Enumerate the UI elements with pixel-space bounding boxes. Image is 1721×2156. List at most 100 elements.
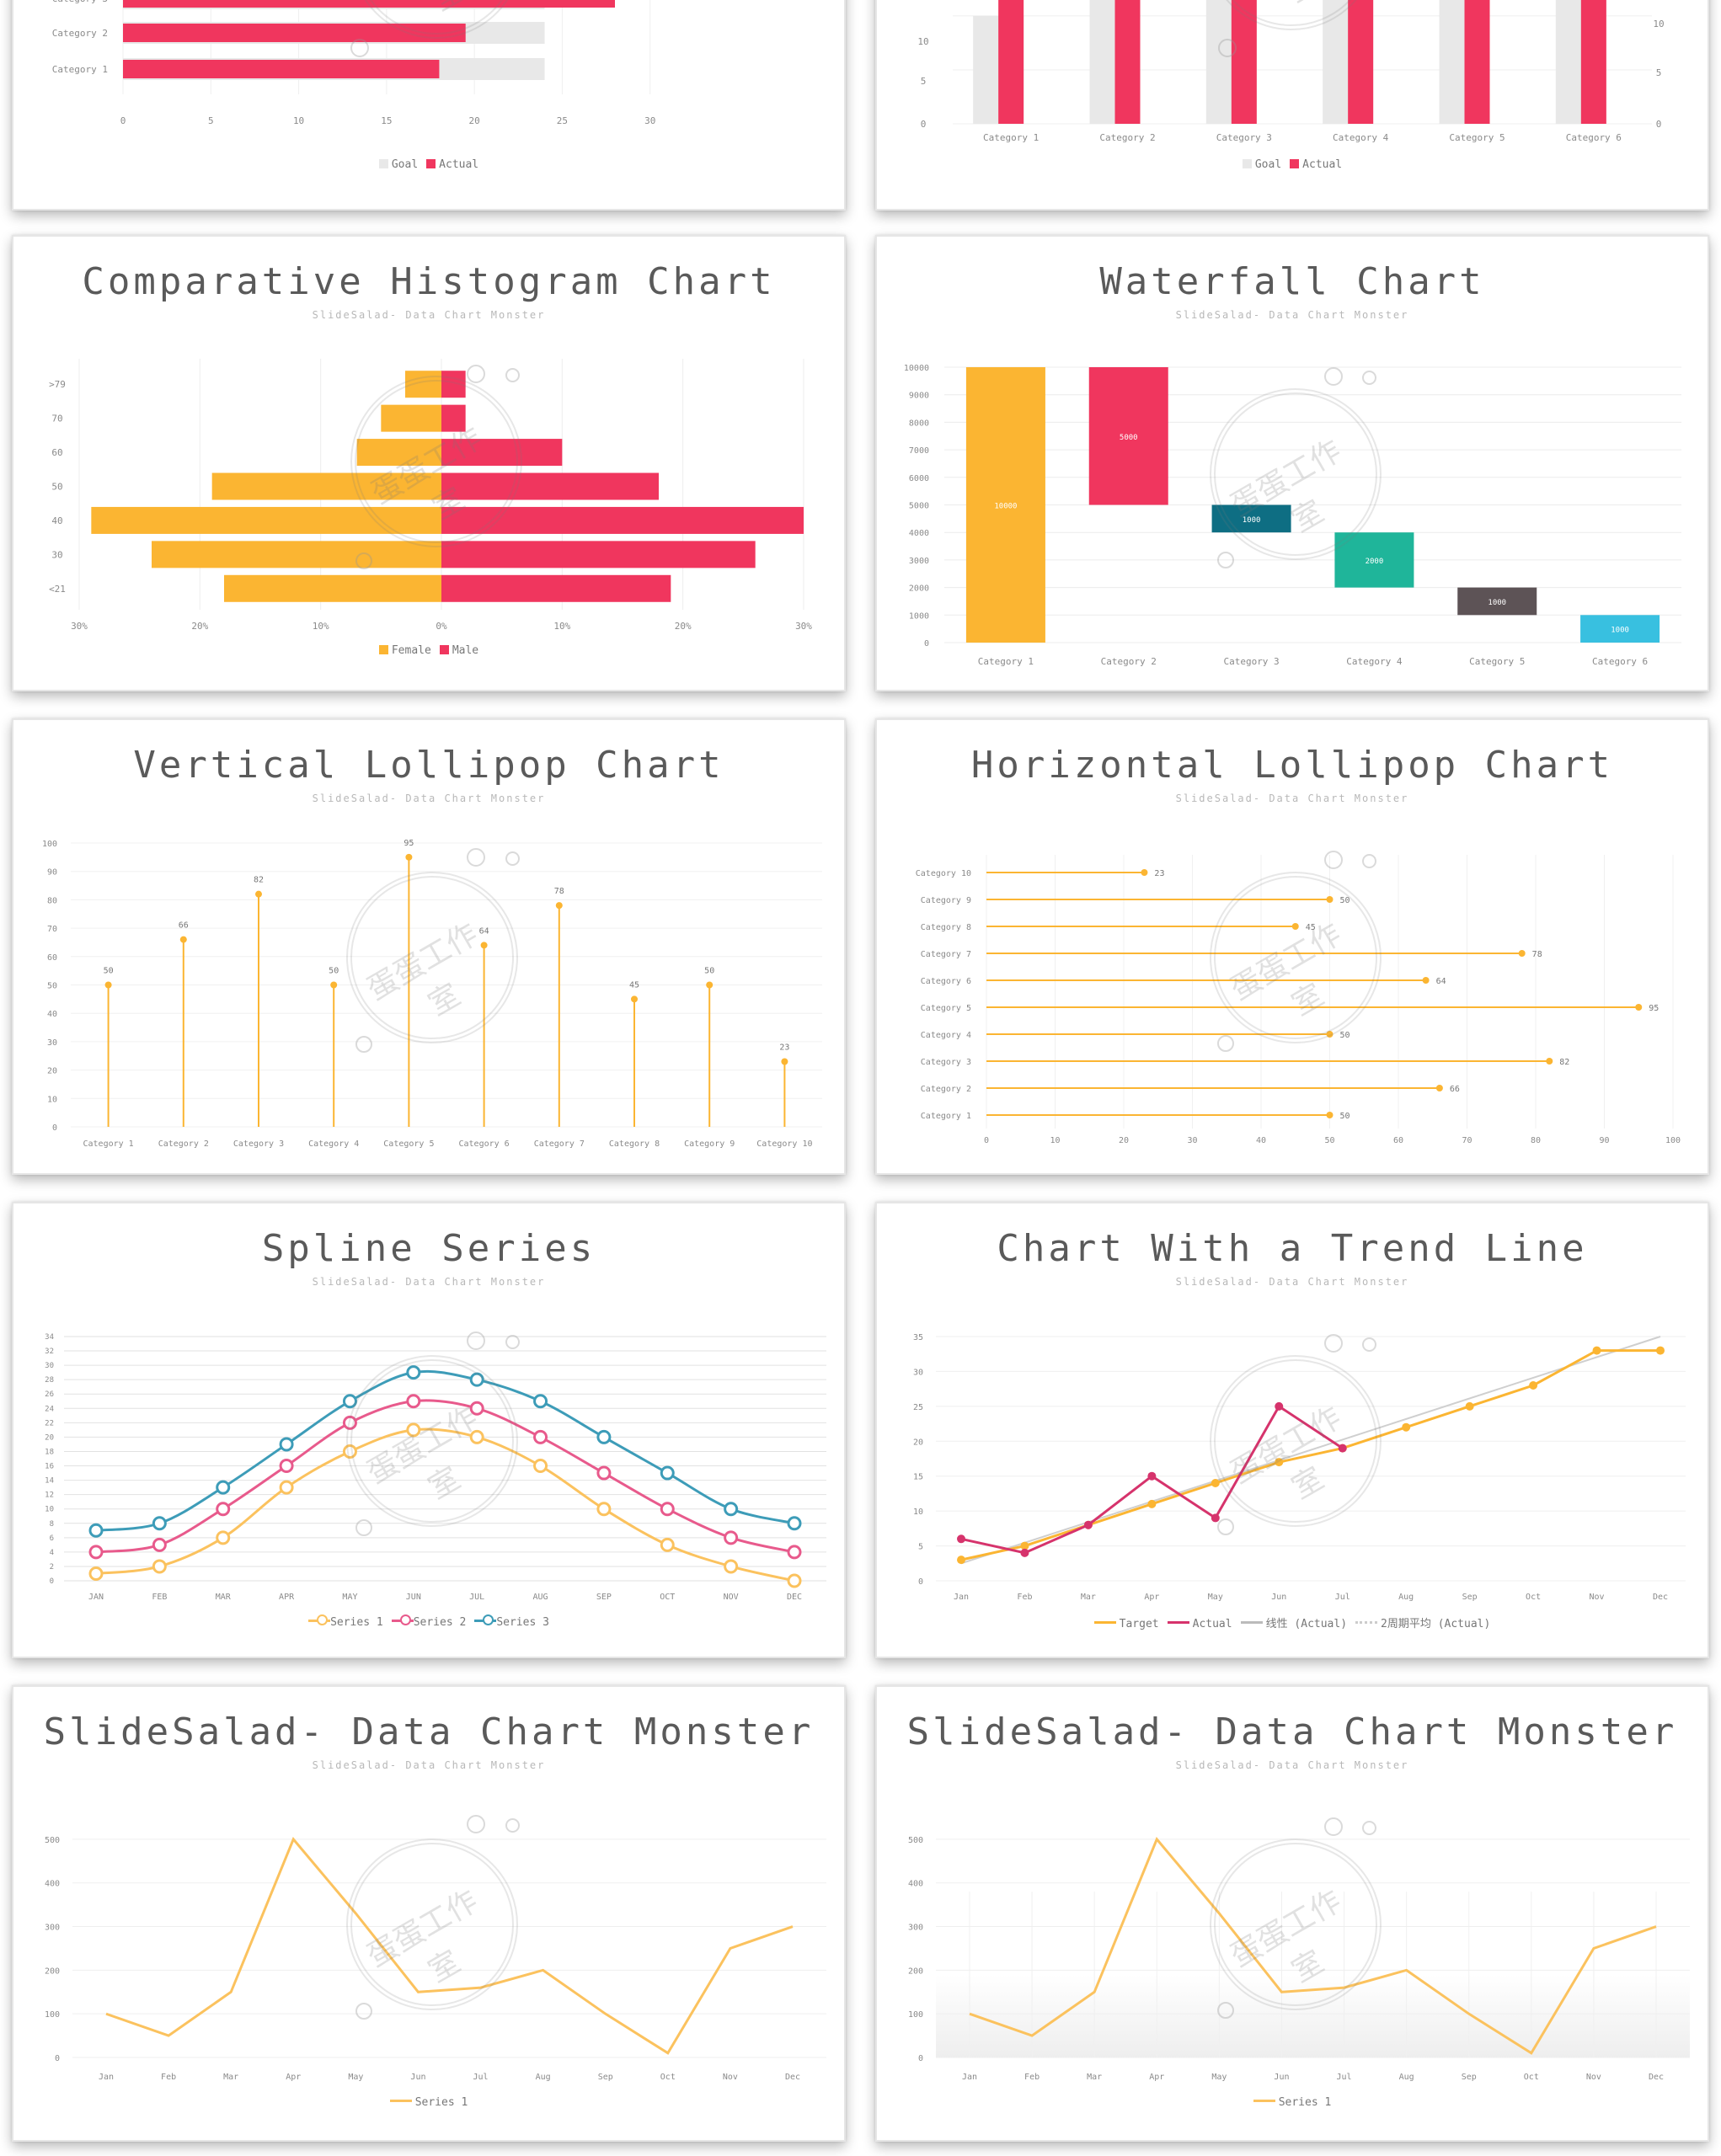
lollipop-point bbox=[405, 853, 413, 861]
x-tick-label: Dec bbox=[1653, 1593, 1668, 1602]
legend-item: Actual bbox=[426, 158, 478, 171]
x-tick-label: 20 bbox=[1119, 1136, 1129, 1145]
legend-item: Actual bbox=[1167, 1618, 1232, 1630]
data-label: 50 bbox=[104, 967, 114, 976]
series-point bbox=[342, 1444, 357, 1459]
chart-subtitle: SlideSalad- Data Chart Monster bbox=[312, 1759, 546, 1771]
y-tick-label: 80 bbox=[47, 896, 57, 905]
y-tick-label: 0 bbox=[52, 1123, 57, 1133]
x-tick-label: Apr bbox=[1149, 2073, 1164, 2082]
y-tick-label: 5 bbox=[918, 1543, 923, 1552]
x-tick-label: Category 6 bbox=[458, 1139, 509, 1149]
series-point bbox=[1529, 1381, 1538, 1390]
chart-title: Spline Series bbox=[261, 1227, 596, 1270]
y-tick-label: <21 bbox=[49, 584, 66, 595]
legend-label: Series 1 bbox=[1278, 2096, 1332, 2109]
legend-swatch bbox=[378, 159, 388, 168]
y-tick-label: Category 4 bbox=[921, 1031, 971, 1040]
series-point bbox=[1402, 1422, 1411, 1432]
y-tick-label: Category 1 bbox=[921, 1112, 971, 1121]
legend-marker bbox=[483, 1614, 494, 1625]
x-tick-label: Category 5 bbox=[383, 1139, 434, 1149]
y-tick-label: 28 bbox=[45, 1376, 54, 1385]
data-label: 64 bbox=[479, 926, 489, 936]
x-tick-label: 5 bbox=[208, 115, 214, 126]
x-tick-label: Jul bbox=[473, 2073, 489, 2082]
x-tick-label: Jan bbox=[954, 1593, 969, 1602]
x-tick-label: Jul bbox=[1335, 1593, 1350, 1602]
y-tick-label: Category 9 bbox=[921, 896, 971, 905]
bar-actual bbox=[1114, 0, 1141, 124]
y-tick-label: 14 bbox=[45, 1477, 54, 1486]
bar-female bbox=[405, 371, 441, 398]
series-point bbox=[469, 1401, 484, 1416]
data-label: 78 bbox=[554, 887, 564, 896]
legend-swatch bbox=[1242, 159, 1252, 168]
y-tick-label: 60 bbox=[47, 953, 57, 963]
x-tick-label: Jul bbox=[1337, 2073, 1352, 2082]
series-point bbox=[406, 1394, 421, 1409]
x-tick-label: Oct bbox=[660, 2073, 676, 2082]
data-label: 50 bbox=[704, 967, 714, 976]
series-point bbox=[533, 1459, 548, 1474]
chart-legend: Goal Actual bbox=[13, 158, 844, 171]
data-label: 82 bbox=[1559, 1058, 1569, 1067]
legend-item: Male bbox=[439, 644, 478, 657]
waterfall-bar bbox=[1457, 587, 1537, 616]
y-tick-label: 30 bbox=[913, 1368, 923, 1377]
chart-title: SlideSalad- Data Chart Monster bbox=[906, 1710, 1678, 1753]
legend-label: 2周期平均 (Actual) bbox=[1381, 1618, 1491, 1630]
y-tick-label: 300 bbox=[908, 1924, 923, 1933]
series-point bbox=[279, 1459, 294, 1474]
series-point bbox=[1592, 1346, 1601, 1355]
lollipop-point bbox=[330, 981, 338, 989]
bar-data-label: 5000 bbox=[1120, 434, 1138, 442]
x-tick-label: Mar bbox=[1087, 2073, 1102, 2082]
x-tick-label: Sep bbox=[1462, 2073, 1477, 2082]
y-tick-label: Category 2 bbox=[921, 1085, 971, 1094]
x-tick-label: May bbox=[348, 2073, 363, 2082]
chart-title: Horizontal Lollipop Chart bbox=[970, 744, 1614, 787]
x-tick-label: Aug bbox=[1399, 2073, 1414, 2082]
slide-bar-goal-actual-vertical: 0 5 10 0 5 10 Category 1 Category 2 Category 3 Ca… bbox=[875, 0, 1709, 211]
data-label: 50 bbox=[1339, 1112, 1350, 1121]
slide-bar-goal-actual-horizontal: 0 5 10 15 20 25 30 Category 3 Category 2 Category… bbox=[12, 0, 846, 211]
x-tick-label: Feb bbox=[1017, 1593, 1032, 1602]
y-tick-label: 6000 bbox=[909, 474, 929, 483]
legend-label: Goal bbox=[391, 158, 419, 171]
data-label: 50 bbox=[329, 967, 339, 976]
x-tick-label: Oct bbox=[1524, 2073, 1539, 2082]
x-tick-label: 10% bbox=[553, 621, 570, 632]
bar-data-label: 1000 bbox=[1243, 516, 1261, 525]
chart-legend: Series 1 Series 2 Series 3 bbox=[13, 1614, 844, 1629]
legend-label: Female bbox=[391, 644, 431, 657]
x-tick-label: Category 1 bbox=[83, 1139, 133, 1149]
x-tick-label: 0 bbox=[120, 115, 126, 126]
y-tick-label: 4000 bbox=[909, 529, 929, 538]
bar-female bbox=[356, 439, 441, 467]
lollipop-point bbox=[1141, 869, 1148, 876]
x-tick-label: Apr bbox=[286, 2073, 301, 2082]
legend-item: Series 1 bbox=[1253, 2096, 1332, 2109]
legend-item: Series 1 bbox=[308, 1614, 383, 1629]
lollipop-point bbox=[1291, 923, 1299, 930]
bar-male bbox=[441, 472, 659, 500]
shaded-band bbox=[936, 1974, 1690, 2057]
x-tick-label: Category 4 bbox=[1346, 656, 1403, 667]
series-point bbox=[1083, 1520, 1093, 1529]
y-tick-label: 100 bbox=[45, 2010, 60, 2020]
y-tick-label: 30 bbox=[51, 549, 62, 560]
legend-item: 2周期平均 (Actual) bbox=[1355, 1618, 1490, 1630]
bar-actual bbox=[1580, 0, 1606, 124]
x-tick-label: JAN bbox=[88, 1593, 104, 1602]
lollipop-point bbox=[555, 902, 563, 910]
data-label: 82 bbox=[254, 876, 264, 885]
x-tick-label: Category 1 bbox=[983, 132, 1039, 143]
series-point bbox=[1211, 1513, 1220, 1523]
legend-label: Target bbox=[1119, 1618, 1159, 1630]
y-tick-label: 10 bbox=[45, 1506, 54, 1514]
x-tick-label: 30% bbox=[71, 621, 88, 632]
series-point bbox=[787, 1545, 802, 1560]
y-tick-label: 20 bbox=[45, 1433, 54, 1442]
series-point bbox=[1338, 1444, 1347, 1453]
